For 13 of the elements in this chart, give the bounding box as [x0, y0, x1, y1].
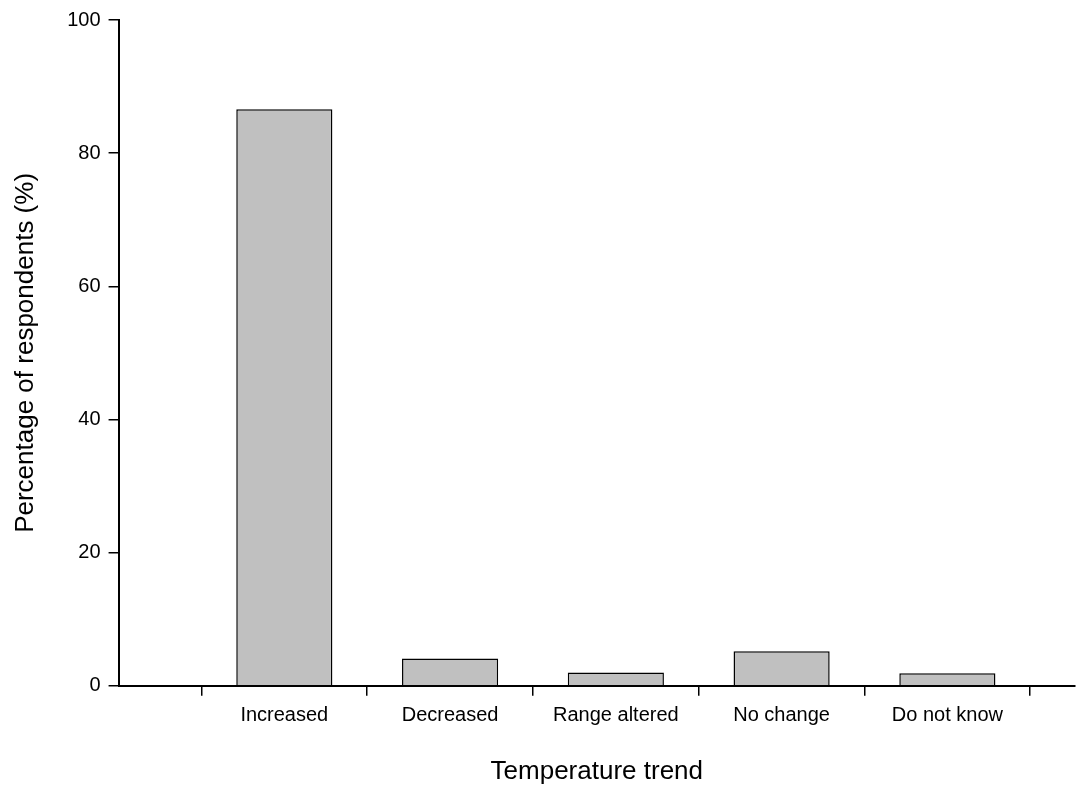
y-tick-label: 40 — [78, 407, 101, 429]
x-tick-label: Range altered — [553, 703, 679, 726]
x-axis-title: Temperature trend — [490, 754, 704, 785]
y-axis-title: Percentage of respondents (%) — [8, 172, 39, 533]
x-tick-label: Decreased — [401, 703, 499, 726]
y-tick-label: 80 — [78, 140, 101, 163]
y-tick-label: 100 — [67, 7, 101, 30]
y-tick-label: 60 — [78, 273, 101, 296]
x-tick-label: No change — [733, 703, 830, 726]
y-tick-label: 20 — [78, 540, 101, 563]
x-tick-label: Do not know — [891, 703, 1004, 726]
x-tick-label: Increased — [240, 703, 329, 726]
y-tick-label: 0 — [89, 673, 101, 696]
